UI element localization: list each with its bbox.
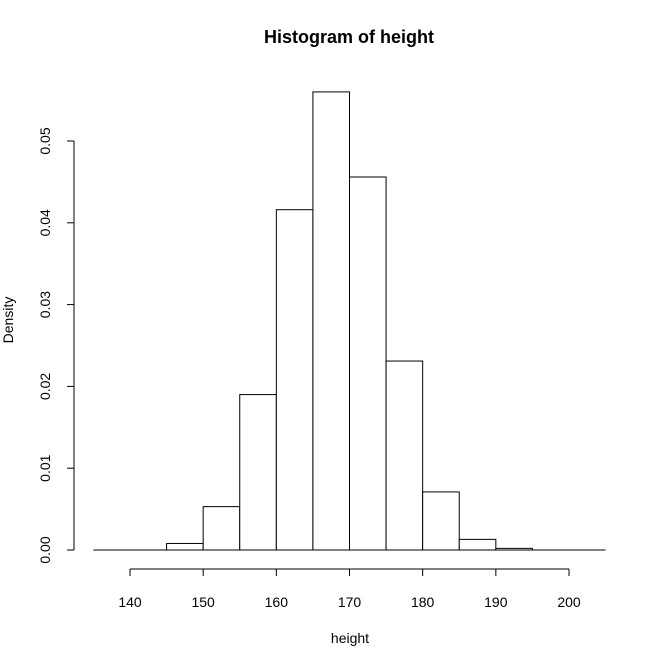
x-axis-label: height [331, 630, 369, 646]
histogram-bar-180-185 [422, 491, 460, 551]
chart-title: Histogram of height [264, 27, 434, 47]
y-tick-label: 0.03 [37, 291, 53, 318]
bars-group [93, 91, 606, 551]
x-tick-label: 140 [118, 594, 142, 610]
y-tick-label: 0.02 [37, 373, 53, 400]
y-tick-label: 0.00 [37, 536, 53, 563]
x-tick-label: 170 [338, 594, 362, 610]
x-tick-label: 150 [191, 594, 215, 610]
x-tick-label: 190 [484, 594, 508, 610]
x-tick-label: 200 [557, 594, 581, 610]
histogram-bar-150-155 [202, 506, 241, 551]
histogram-bar-155-160 [239, 394, 277, 551]
histogram-bar-185-190 [458, 538, 497, 551]
histogram-bar-165-170 [312, 91, 350, 551]
y-tick-label: 0.05 [37, 127, 53, 154]
histogram-bar-145-150 [166, 542, 204, 551]
histogram-bar-170-175 [349, 176, 387, 551]
x-axis: 140 150 160 170 180 190 200 [118, 568, 581, 610]
y-tick-label: 0.04 [37, 209, 53, 236]
x-tick-label: 180 [411, 594, 435, 610]
histogram-bar-175-180 [385, 360, 424, 551]
y-axis-label: Density [0, 297, 16, 344]
x-tick-label: 160 [265, 594, 289, 610]
y-tick-label: 0.01 [37, 454, 53, 481]
histogram-bar-190-195 [495, 547, 533, 551]
histogram-bar-160-165 [275, 209, 314, 551]
y-axis: 0.00 0.01 0.02 0.03 0.04 0.05 [37, 127, 75, 564]
